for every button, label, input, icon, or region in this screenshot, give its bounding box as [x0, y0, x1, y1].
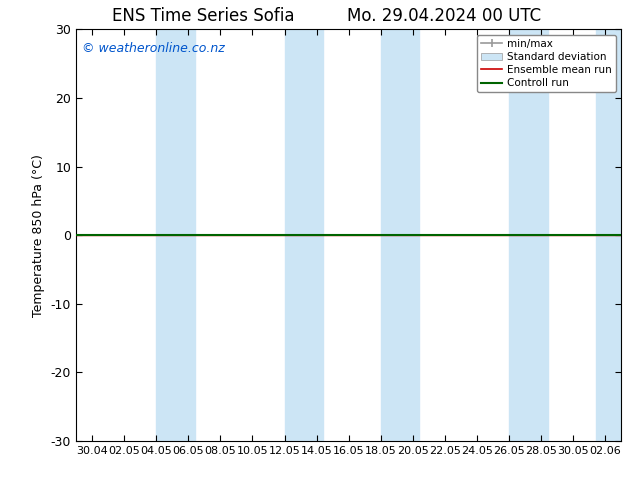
Bar — [596, 29, 621, 441]
Legend: min/max, Standard deviation, Ensemble mean run, Controll run: min/max, Standard deviation, Ensemble me… — [477, 35, 616, 92]
Text: © weatheronline.co.nz: © weatheronline.co.nz — [82, 42, 224, 55]
Bar — [509, 29, 548, 441]
Text: Mo. 29.04.2024 00 UTC: Mo. 29.04.2024 00 UTC — [347, 7, 541, 25]
Y-axis label: Temperature 850 hPa (°C): Temperature 850 hPa (°C) — [32, 154, 45, 317]
Text: ENS Time Series Sofia: ENS Time Series Sofia — [112, 7, 294, 25]
Bar — [381, 29, 419, 441]
Bar — [285, 29, 323, 441]
Bar — [156, 29, 195, 441]
